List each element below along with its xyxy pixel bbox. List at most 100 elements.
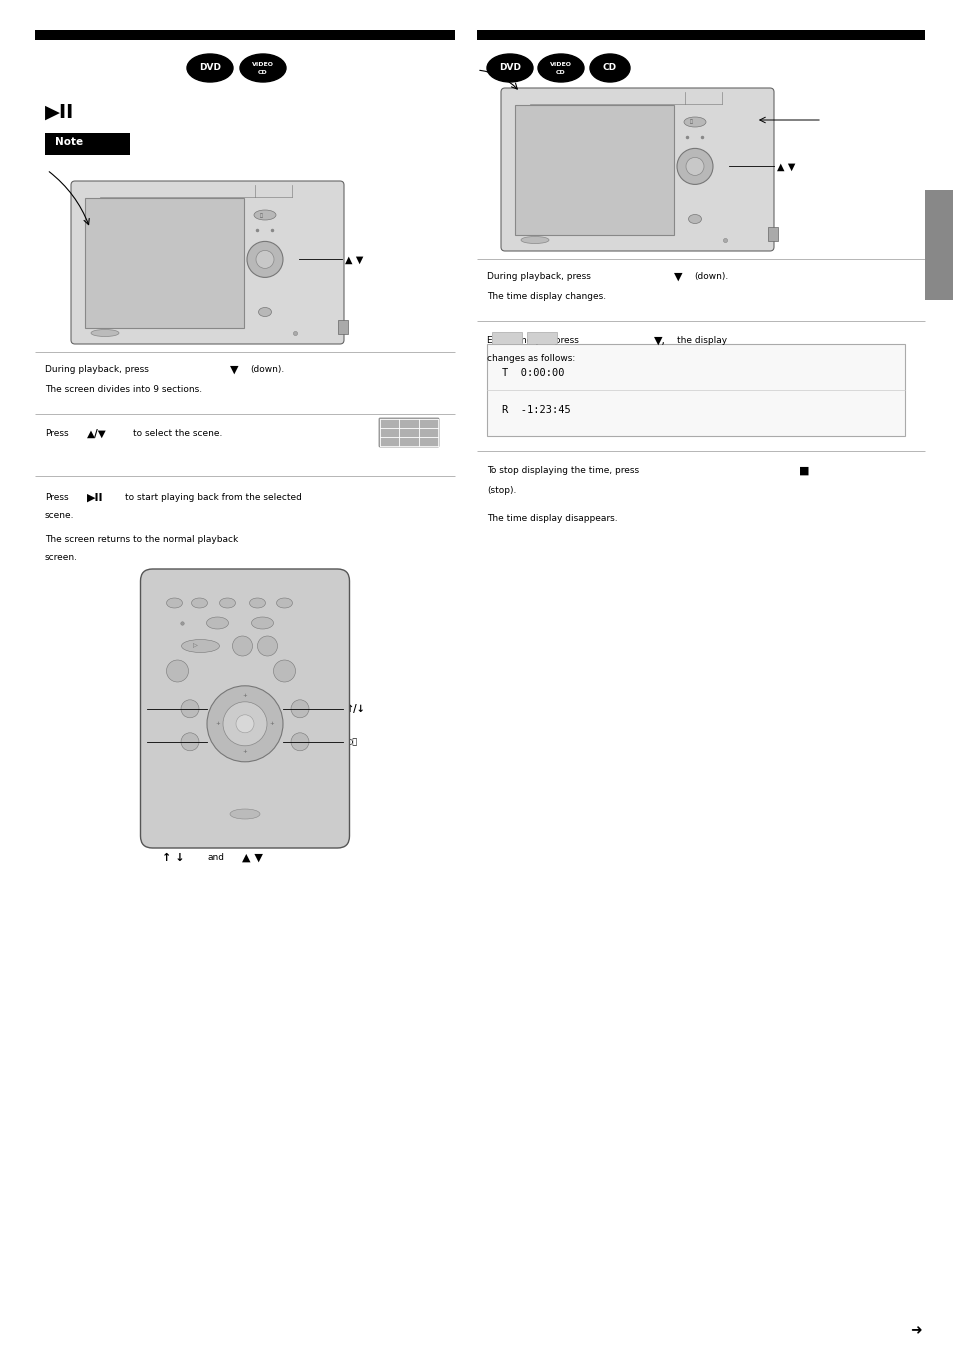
Text: to start playing back from the selected: to start playing back from the selected [125, 493, 301, 503]
Text: Press: Press [45, 493, 69, 503]
Text: ▲ ▼: ▲ ▼ [242, 853, 263, 863]
Ellipse shape [250, 598, 265, 608]
Text: +: + [270, 722, 274, 726]
Ellipse shape [219, 598, 235, 608]
Text: Press: Press [45, 430, 69, 438]
Text: ➜: ➜ [909, 1324, 921, 1337]
Circle shape [235, 715, 253, 733]
Text: During playback, press: During playback, press [45, 365, 149, 375]
Bar [924, 191, 953, 300]
Text: ↑ ↓: ↑ ↓ [162, 853, 185, 863]
Text: scene.: scene. [45, 511, 74, 521]
Bar [492, 333, 521, 343]
Ellipse shape [258, 307, 272, 316]
Circle shape [255, 250, 274, 269]
Text: +: + [215, 722, 220, 726]
Text: to select the scene.: to select the scene. [132, 430, 222, 438]
Text: The time display changes.: The time display changes. [486, 292, 605, 301]
Bar [476, 30, 924, 41]
Text: ▲ ▼: ▲ ▼ [776, 161, 795, 172]
Circle shape [167, 660, 189, 681]
Text: DVD: DVD [199, 64, 221, 73]
Text: ↑/↓: ↑/↓ [345, 704, 365, 714]
Text: T  0:00:00: T 0:00:00 [501, 369, 564, 379]
Text: ▲/▼: ▲/▼ [87, 429, 107, 439]
Ellipse shape [91, 330, 119, 337]
Text: ○⌒: ○⌒ [345, 737, 357, 746]
Text: The time display disappears.: The time display disappears. [486, 515, 617, 523]
Bar [85, 197, 244, 329]
Text: ▷: ▷ [193, 644, 197, 649]
Ellipse shape [187, 54, 233, 82]
Text: CD: CD [258, 70, 268, 74]
Text: To stop displaying the time, press: To stop displaying the time, press [486, 466, 639, 476]
Circle shape [291, 733, 309, 750]
FancyBboxPatch shape [500, 88, 773, 251]
Bar [35, 30, 455, 41]
Ellipse shape [252, 617, 274, 629]
Text: changes as follows:: changes as follows: [486, 354, 575, 364]
Ellipse shape [192, 598, 208, 608]
Circle shape [207, 685, 283, 761]
Text: screen.: screen. [45, 553, 78, 562]
FancyBboxPatch shape [71, 181, 344, 343]
Ellipse shape [253, 210, 275, 220]
Ellipse shape [486, 54, 533, 82]
Ellipse shape [537, 54, 583, 82]
Text: The screen divides into 9 sections.: The screen divides into 9 sections. [45, 385, 202, 395]
Circle shape [181, 733, 199, 750]
Text: ▼: ▼ [230, 365, 238, 375]
Text: R  -1:23:45: R -1:23:45 [501, 406, 570, 415]
Ellipse shape [276, 598, 293, 608]
Ellipse shape [589, 54, 629, 82]
Text: +: + [242, 749, 247, 754]
Text: (stop).: (stop). [486, 487, 516, 495]
Ellipse shape [688, 215, 700, 223]
Text: ▼,: ▼, [654, 337, 665, 346]
Text: Note: Note [55, 137, 83, 147]
Text: ▶II: ▶II [45, 103, 74, 122]
Ellipse shape [181, 639, 219, 653]
FancyBboxPatch shape [378, 418, 438, 448]
Text: VIDEO: VIDEO [252, 62, 274, 68]
Circle shape [247, 242, 283, 277]
Text: ⏭: ⏭ [689, 119, 692, 124]
Text: (down).: (down). [250, 365, 284, 375]
Text: During playback, press: During playback, press [486, 273, 590, 281]
Bar [515, 105, 673, 235]
FancyBboxPatch shape [140, 569, 349, 848]
Circle shape [223, 702, 267, 746]
Bar [337, 320, 348, 334]
Text: ⏭: ⏭ [259, 212, 262, 218]
Circle shape [685, 157, 703, 176]
Ellipse shape [520, 237, 548, 243]
Text: CD: CD [602, 64, 617, 73]
Text: CD: CD [556, 70, 565, 74]
Circle shape [291, 700, 309, 718]
Circle shape [233, 635, 253, 656]
Ellipse shape [230, 808, 260, 819]
Circle shape [257, 635, 277, 656]
Text: ▼: ▼ [673, 272, 681, 283]
Bar [486, 343, 904, 435]
Ellipse shape [206, 617, 229, 629]
Text: the display: the display [677, 337, 726, 346]
Text: Each time you press: Each time you press [486, 337, 578, 346]
Text: DVD: DVD [498, 64, 520, 73]
Ellipse shape [167, 598, 182, 608]
Bar [45, 132, 130, 155]
Text: ▶II: ▶II [87, 493, 103, 503]
Bar [526, 333, 557, 343]
Text: +: + [242, 694, 247, 698]
Text: The screen returns to the normal playback: The screen returns to the normal playbac… [45, 535, 238, 545]
Ellipse shape [683, 118, 705, 127]
Circle shape [677, 149, 712, 184]
Text: ▲ ▼: ▲ ▼ [345, 254, 363, 265]
Text: ■: ■ [799, 466, 809, 476]
Bar [767, 227, 778, 241]
Ellipse shape [240, 54, 286, 82]
Circle shape [181, 700, 199, 718]
Text: (down).: (down). [693, 273, 727, 281]
Text: and: and [208, 853, 224, 863]
Circle shape [274, 660, 295, 681]
